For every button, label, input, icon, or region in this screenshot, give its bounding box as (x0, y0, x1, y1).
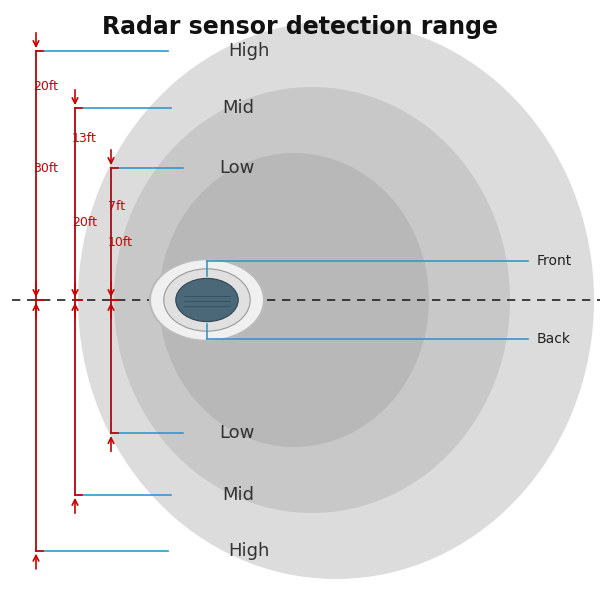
Text: 20ft: 20ft (72, 215, 97, 229)
Text: High: High (228, 42, 269, 60)
Text: Mid: Mid (222, 99, 254, 117)
Text: 10ft: 10ft (108, 236, 133, 250)
Text: Front: Front (537, 254, 572, 268)
Ellipse shape (114, 87, 510, 513)
Text: 20ft: 20ft (33, 80, 58, 94)
Text: 30ft: 30ft (33, 161, 58, 175)
Ellipse shape (176, 278, 238, 322)
Ellipse shape (164, 269, 250, 331)
Ellipse shape (78, 21, 594, 579)
Text: Low: Low (219, 159, 254, 177)
Ellipse shape (150, 259, 264, 341)
Text: Low: Low (219, 424, 254, 442)
Text: Back: Back (537, 332, 571, 346)
Text: 7ft: 7ft (108, 200, 125, 214)
Text: High: High (228, 542, 269, 560)
Text: Radar sensor detection range: Radar sensor detection range (102, 15, 498, 39)
Text: Mid: Mid (222, 486, 254, 504)
Ellipse shape (159, 153, 429, 447)
Text: 13ft: 13ft (72, 131, 97, 145)
